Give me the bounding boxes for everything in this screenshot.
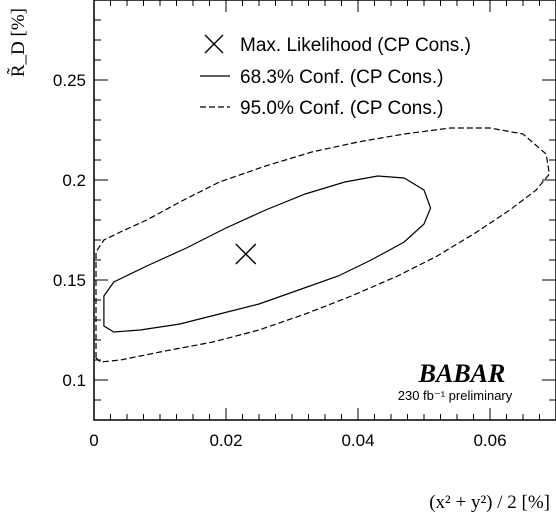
series-layer: [95, 127, 551, 363]
y-axis-title: R̃_D [%]: [6, 8, 29, 77]
y-tick-label: 0.25: [53, 71, 86, 90]
y-tick-label: 0.15: [53, 271, 86, 290]
legend-label: 95.0% Conf. (CP Cons.): [240, 98, 443, 119]
y-tick-label: 0.2: [62, 171, 86, 190]
legend-label: Max. Likelihood (CP Cons.): [240, 35, 471, 56]
brand-label: BABAR: [418, 359, 506, 388]
tick-label-layer: 0 0.02 0.04 0.06 0.1 0.15 0.2 0.25: [53, 71, 507, 450]
plot-frame: [93, 0, 556, 421]
brand-sub-label: 230 fb⁻¹ preliminary: [398, 388, 513, 403]
x-tick-label: 0.04: [341, 431, 374, 450]
tick-layer: [93, 0, 556, 421]
legend-entry: 95.0% Conf. (CP Cons.): [200, 98, 443, 119]
legend-entry: 68.3% Conf. (CP Cons.): [200, 67, 443, 88]
x-tick-label: 0.06: [473, 431, 506, 450]
contour-95: [95, 127, 551, 363]
legend-label: 68.3% Conf. (CP Cons.): [240, 67, 443, 88]
legend-entry: Max. Likelihood (CP Cons.): [204, 34, 471, 56]
y-tick-label: 0.1: [62, 371, 86, 390]
x-axis-title: (x² + y²) / 2 [%]: [429, 492, 550, 513]
marker-stroke: [235, 243, 257, 265]
max-likelihood-marker: [235, 243, 257, 265]
legend-marker: [204, 34, 224, 54]
x-tick-label: 0: [89, 431, 98, 450]
contour-68: [103, 175, 432, 333]
x-tick-label: 0.02: [209, 431, 242, 450]
legend: Max. Likelihood (CP Cons.) 68.3% Conf. (C…: [200, 34, 471, 119]
